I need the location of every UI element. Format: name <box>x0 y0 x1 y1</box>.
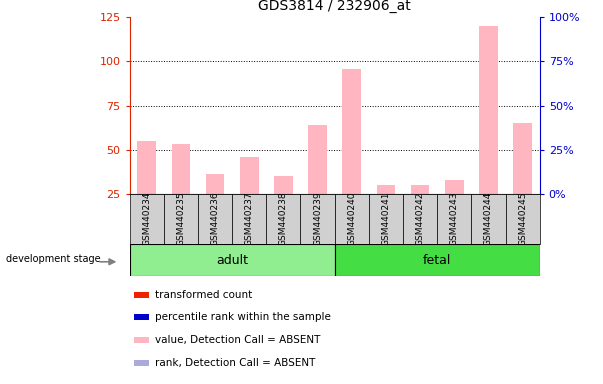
Text: GSM440237: GSM440237 <box>245 192 254 246</box>
Text: GSM440235: GSM440235 <box>177 192 185 246</box>
Bar <box>232 194 267 244</box>
Text: GSM440245: GSM440245 <box>518 192 527 246</box>
Bar <box>206 174 224 238</box>
Bar <box>403 194 437 244</box>
Text: fetal: fetal <box>423 254 452 266</box>
Bar <box>164 194 198 244</box>
Bar <box>335 194 369 244</box>
Bar <box>384 220 388 238</box>
Bar <box>281 217 286 238</box>
Bar <box>274 176 293 238</box>
Bar <box>479 26 498 238</box>
Bar <box>349 199 355 238</box>
Text: GSM440238: GSM440238 <box>279 192 288 246</box>
Bar <box>343 68 361 238</box>
Text: GSM440240: GSM440240 <box>347 192 356 246</box>
Text: GSM440241: GSM440241 <box>382 192 390 246</box>
Text: transformed count: transformed count <box>154 290 252 300</box>
Bar <box>240 157 259 238</box>
Bar <box>315 206 320 238</box>
Bar <box>520 206 525 238</box>
Title: GDS3814 / 232906_at: GDS3814 / 232906_at <box>258 0 411 13</box>
Bar <box>130 194 164 244</box>
Text: rank, Detection Call = ABSENT: rank, Detection Call = ABSENT <box>154 358 315 368</box>
Bar <box>417 217 423 238</box>
Bar <box>134 360 148 366</box>
Bar <box>134 292 148 298</box>
Bar <box>437 194 472 244</box>
Text: GSM440239: GSM440239 <box>313 192 322 246</box>
Text: GSM440234: GSM440234 <box>142 192 151 246</box>
Text: adult: adult <box>216 254 248 266</box>
Bar <box>267 194 300 244</box>
Bar <box>130 244 335 276</box>
Bar <box>198 194 232 244</box>
Bar <box>144 208 150 238</box>
Bar <box>411 185 429 238</box>
Bar <box>335 244 540 276</box>
Bar <box>247 208 252 238</box>
Bar <box>472 194 505 244</box>
Bar <box>178 208 183 238</box>
Bar <box>505 194 540 244</box>
Bar <box>369 194 403 244</box>
Text: value, Detection Call = ABSENT: value, Detection Call = ABSENT <box>154 335 320 345</box>
Bar <box>134 314 148 320</box>
Text: development stage: development stage <box>7 253 101 263</box>
Text: GSM440236: GSM440236 <box>210 192 219 246</box>
Bar <box>445 180 464 238</box>
Bar <box>308 125 327 238</box>
Bar <box>171 144 191 238</box>
Bar <box>486 194 491 238</box>
Text: GSM440242: GSM440242 <box>415 192 425 246</box>
Bar <box>513 123 532 238</box>
Bar <box>212 217 218 238</box>
Bar <box>452 217 457 238</box>
Bar <box>300 194 335 244</box>
Text: GSM440244: GSM440244 <box>484 192 493 246</box>
Text: percentile rank within the sample: percentile rank within the sample <box>154 312 330 322</box>
Text: GSM440243: GSM440243 <box>450 192 459 246</box>
Bar <box>376 185 396 238</box>
Bar <box>134 337 148 343</box>
Bar <box>137 141 156 238</box>
